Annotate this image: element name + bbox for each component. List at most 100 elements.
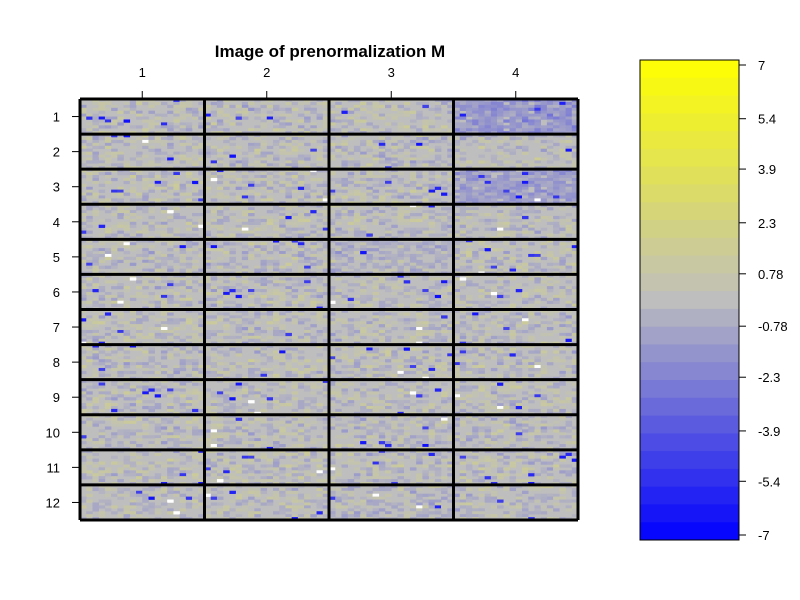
heatmap-cell [397, 104, 404, 109]
heatmap-cell [216, 362, 224, 366]
heatmap-cell [565, 160, 573, 164]
heatmap-cell [329, 367, 336, 372]
heatmap-cell [391, 224, 398, 228]
heatmap-cell [503, 268, 510, 272]
heatmap-cell [372, 189, 380, 193]
heatmap-cell [546, 180, 554, 185]
heatmap-cell [453, 373, 461, 378]
heatmap-cell [490, 356, 498, 360]
heatmap-cell [297, 186, 305, 190]
heatmap-cell [559, 327, 566, 331]
heatmap-cell [160, 139, 168, 144]
heatmap-cell [248, 230, 255, 234]
heatmap-cell [167, 215, 174, 220]
heatmap-cell [86, 359, 93, 363]
heatmap-cell [434, 198, 442, 202]
heatmap-cell [428, 312, 436, 316]
heatmap-cell [111, 335, 118, 340]
heatmap-cell [98, 373, 106, 378]
heatmap-cell [111, 312, 118, 316]
heatmap-cell [528, 324, 535, 328]
heatmap-cell [353, 218, 361, 223]
heatmap-cell [260, 408, 268, 413]
heatmap-cell [204, 359, 212, 363]
heatmap-cell [185, 242, 193, 246]
heatmap-cell [154, 365, 162, 369]
heatmap-cell [465, 283, 473, 287]
heatmap-cell [291, 353, 299, 357]
heatmap-cell [391, 107, 398, 111]
heatmap-cell [459, 172, 467, 176]
heatmap-cell [335, 265, 342, 269]
heatmap-cell [372, 151, 380, 155]
heatmap-cell [546, 122, 554, 126]
heatmap-cell [353, 213, 361, 217]
heatmap-cell [503, 338, 510, 342]
heatmap-cell [297, 265, 305, 269]
heatmap-cell [509, 245, 517, 249]
heatmap-cell [223, 242, 230, 246]
heatmap-cell [160, 253, 168, 258]
heatmap-cell [98, 248, 106, 252]
heatmap-cell [378, 362, 386, 366]
heatmap-cell [521, 215, 529, 220]
heatmap-cell [304, 268, 311, 272]
heatmap-cell [571, 321, 579, 325]
heatmap-cell [210, 248, 218, 252]
heatmap-cell [565, 253, 573, 258]
heatmap-cell [540, 332, 548, 337]
heatmap-cell [453, 119, 461, 123]
heatmap-cell [553, 385, 560, 389]
heatmap-cell [316, 210, 324, 214]
heatmap-cell [478, 335, 485, 340]
heatmap-cell [297, 221, 305, 226]
heatmap-cell [534, 177, 541, 182]
heatmap-cell [223, 318, 230, 322]
heatmap-cell [509, 327, 517, 331]
heatmap-cell [316, 294, 324, 299]
heatmap-cell [366, 303, 373, 307]
heatmap-cell [192, 382, 199, 386]
heatmap-cell [434, 154, 442, 158]
heatmap-cell [254, 218, 261, 223]
heatmap-cell [428, 268, 436, 272]
heatmap-cell [241, 169, 249, 173]
heatmap-cell [173, 327, 180, 331]
heatmap-cell [490, 291, 498, 296]
heatmap-cell [385, 253, 392, 258]
heatmap-cell [465, 303, 473, 307]
heatmap-cell [329, 379, 336, 383]
heatmap-cell [129, 110, 137, 114]
heatmap-cell [279, 332, 286, 337]
heatmap-cell [528, 344, 535, 348]
heatmap-cell [528, 373, 535, 378]
heatmap-cell [515, 104, 523, 109]
heatmap-cell [272, 379, 280, 383]
heatmap-cell [123, 321, 131, 325]
heatmap-cell [465, 177, 473, 182]
heatmap-cell [497, 268, 504, 272]
heatmap-cell [534, 104, 541, 109]
heatmap-cell [360, 280, 367, 284]
heatmap-cell [322, 256, 330, 261]
heatmap-cell [422, 291, 429, 296]
heatmap-cell [422, 335, 429, 340]
heatmap-cell [565, 280, 573, 284]
heatmap-cell [447, 253, 454, 258]
heatmap-cell [216, 303, 224, 307]
heatmap-cell [335, 356, 342, 360]
heatmap-cell [409, 268, 417, 272]
heatmap-cell [441, 405, 448, 410]
heatmap-cell [173, 347, 180, 351]
heatmap-cell [285, 253, 292, 258]
heatmap-cell [428, 303, 436, 307]
heatmap-cell [148, 139, 155, 144]
heatmap-cell [260, 134, 268, 138]
heatmap-cell [86, 251, 93, 255]
heatmap-cell [279, 239, 286, 243]
heatmap-cell [235, 327, 243, 331]
heatmap-cell [434, 259, 442, 264]
heatmap-cell [391, 353, 398, 357]
heatmap-cell [154, 198, 162, 202]
heatmap-cell [515, 204, 523, 208]
